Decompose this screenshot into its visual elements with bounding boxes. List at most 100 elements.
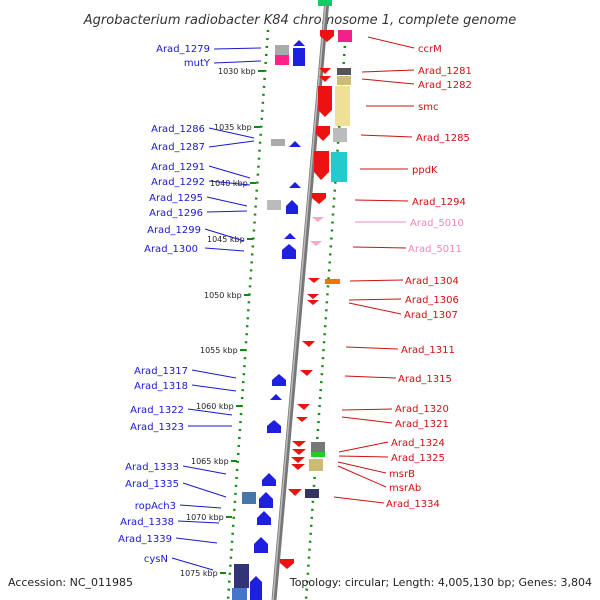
kbp-label: 1045 kbp xyxy=(207,235,245,244)
gene-arrow xyxy=(296,417,308,422)
summary-text: Topology: circular; Length: 4,005,130 bp… xyxy=(289,576,592,589)
kbp-label: 1065 kbp xyxy=(191,457,229,466)
gene-arrow xyxy=(293,40,305,46)
gene-arrow xyxy=(297,404,310,410)
gene-arrow xyxy=(291,464,305,470)
kbp-label: 1070 kbp xyxy=(186,513,224,522)
kbp-label: 1050 kbp xyxy=(204,291,242,300)
gene-arrow xyxy=(319,68,331,74)
gene-label: ropAch3 xyxy=(135,501,176,512)
gene-label: Arad_1295 xyxy=(149,193,203,204)
gene-arrow xyxy=(314,151,329,180)
gene-label: Arad_1321 xyxy=(395,419,449,430)
accession-text: Accession: NC_011985 xyxy=(8,576,133,589)
kbp-ruler: 1030 kbp 1035 kbp 1040 kbp 1045 kbp 1050… xyxy=(180,67,264,578)
right-leaders xyxy=(333,36,415,504)
gene-arrow xyxy=(250,576,262,600)
gene-arrow xyxy=(288,489,302,496)
gene-arrow xyxy=(293,48,305,66)
kbp-label: 1040 kbp xyxy=(210,179,248,188)
gene-label: Arad_1291 xyxy=(151,162,205,173)
gene-arrow xyxy=(272,374,286,386)
gene-label: Arad_1333 xyxy=(125,462,179,473)
left-leaders xyxy=(171,47,262,571)
kbp-label: 1035 kbp xyxy=(214,123,252,132)
gene-arrow xyxy=(319,76,331,82)
gene-label: Arad_1325 xyxy=(391,453,445,464)
gene-arrow xyxy=(291,457,305,463)
gene-label: ccrM xyxy=(418,44,442,55)
gene-arrow xyxy=(259,492,273,508)
gene-arrow xyxy=(316,126,330,141)
gene-arrow xyxy=(282,244,296,259)
gene-label: Arad_1315 xyxy=(398,374,452,385)
gene-label: Arad_1304 xyxy=(405,276,459,287)
gene-arrow xyxy=(302,341,315,347)
left-gene-labels: Arad_1279 mutY Arad_1286 Arad_1287 Arad_… xyxy=(118,44,211,565)
gene-arrow xyxy=(312,217,324,222)
gene-label: msrAb xyxy=(389,483,421,494)
gene-label: Arad_5011 xyxy=(408,244,462,255)
gene-arrow xyxy=(312,193,326,204)
right-gene-labels: ccrM Arad_1281 Arad_1282 smc Arad_1285 p… xyxy=(386,44,472,510)
gene-label: Arad_1287 xyxy=(151,142,205,153)
gene-arrow xyxy=(254,537,268,553)
kbp-label: 1075 kbp xyxy=(180,569,218,578)
gene-label: Arad_1311 xyxy=(401,345,455,356)
kbp-label: 1060 kbp xyxy=(196,402,234,411)
gene-label: msrB xyxy=(389,469,415,480)
kbp-label: 1055 kbp xyxy=(200,346,238,355)
gene-arrow xyxy=(320,30,334,42)
gene-label: Arad_1306 xyxy=(405,295,459,306)
gene-label: Arad_1282 xyxy=(418,80,472,91)
gene-arrow xyxy=(289,141,301,147)
gene-label: Arad_1279 xyxy=(156,44,210,55)
gene-label: Arad_1294 xyxy=(412,197,466,208)
gene-label: Arad_1335 xyxy=(125,479,179,490)
gene-arrow xyxy=(292,449,306,455)
gene-arrow xyxy=(292,441,306,447)
gene-label: Arad_1285 xyxy=(416,133,470,144)
gene-arrow xyxy=(307,294,319,299)
gene-label: smc xyxy=(418,102,438,113)
gene-arrow xyxy=(286,200,298,214)
gene-label: Arad_1317 xyxy=(134,366,188,377)
gene-arrow xyxy=(308,278,320,283)
gene-label: Arad_1339 xyxy=(118,534,172,545)
gene-arrow xyxy=(289,182,301,188)
plus-strand-genes xyxy=(280,0,352,569)
gene-arrow xyxy=(270,394,282,400)
gene-arrow xyxy=(318,86,332,117)
gene-arrow xyxy=(257,511,271,525)
gene-label: Arad_1281 xyxy=(418,66,472,77)
track-dots xyxy=(226,29,348,600)
gene-label: Arad_5010 xyxy=(410,218,464,229)
gene-label: cysN xyxy=(144,554,168,565)
gene-label: mutY xyxy=(184,58,211,69)
gene-label: Arad_1334 xyxy=(386,499,440,510)
gene-arrow xyxy=(307,300,319,305)
gene-label: Arad_1338 xyxy=(120,517,174,528)
gene-label: Arad_1300 xyxy=(144,244,198,255)
kbp-label: 1030 kbp xyxy=(218,67,256,76)
gene-label: Arad_1296 xyxy=(149,208,203,219)
gene-label: Arad_1322 xyxy=(130,405,184,416)
gene-label: Arad_1323 xyxy=(130,422,184,433)
gene-arrow xyxy=(310,241,322,246)
gene-label: Arad_1324 xyxy=(391,438,445,449)
gene-label: ppdK xyxy=(412,165,438,176)
gene-label: Arad_1292 xyxy=(151,177,205,188)
minus-strand-genes xyxy=(232,40,305,600)
gene-label: Arad_1286 xyxy=(151,124,205,135)
gene-arrow xyxy=(280,559,294,569)
gene-arrow xyxy=(262,473,276,486)
gene-label: Arad_1299 xyxy=(147,225,201,236)
gene-label: Arad_1318 xyxy=(134,381,188,392)
gene-arrow xyxy=(300,370,313,376)
gene-label: Arad_1307 xyxy=(404,310,458,321)
gene-arrow xyxy=(284,233,296,239)
gene-label: Arad_1320 xyxy=(395,404,449,415)
map-title: Agrobacterium radiobacter K84 chromosome… xyxy=(83,13,516,28)
